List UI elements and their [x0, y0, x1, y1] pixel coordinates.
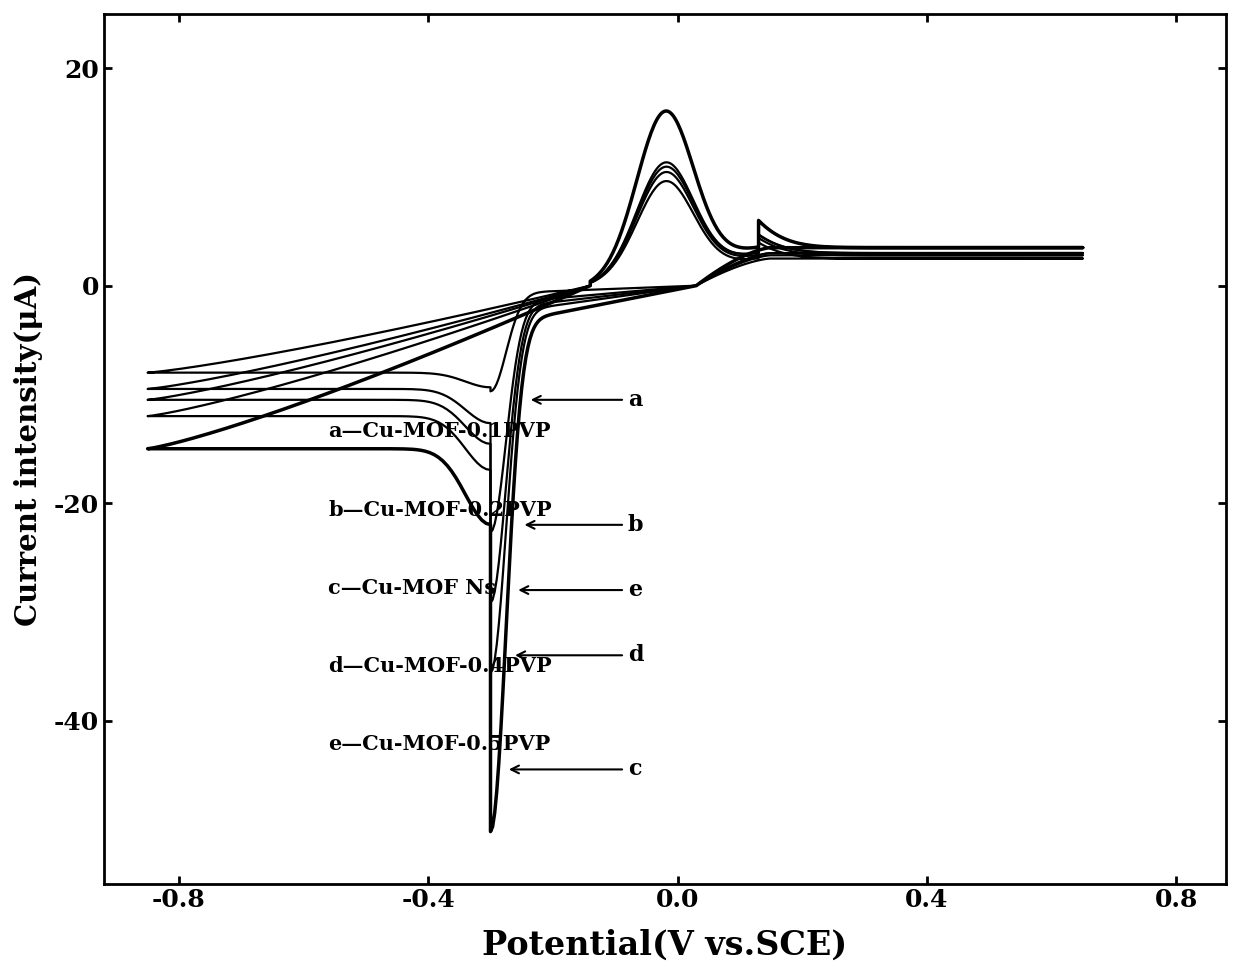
Text: b: b [527, 513, 644, 536]
Text: e—Cu-MOF-0.5PVP: e—Cu-MOF-0.5PVP [329, 734, 551, 754]
Text: a—Cu-MOF-0.1PVP: a—Cu-MOF-0.1PVP [329, 422, 551, 441]
Y-axis label: Current intensity(μA): Current intensity(μA) [14, 271, 43, 626]
Text: c: c [511, 758, 641, 781]
Text: b—Cu-MOF-0.2PVP: b—Cu-MOF-0.2PVP [329, 500, 552, 519]
Text: d—Cu-MOF-0.4PVP: d—Cu-MOF-0.4PVP [329, 656, 552, 676]
Text: d: d [517, 644, 644, 667]
Text: a: a [533, 388, 642, 411]
X-axis label: Potential(V vs.SCE): Potential(V vs.SCE) [482, 929, 848, 962]
Text: c—Cu-MOF Ns: c—Cu-MOF Ns [329, 578, 496, 598]
Text: e: e [521, 579, 642, 601]
